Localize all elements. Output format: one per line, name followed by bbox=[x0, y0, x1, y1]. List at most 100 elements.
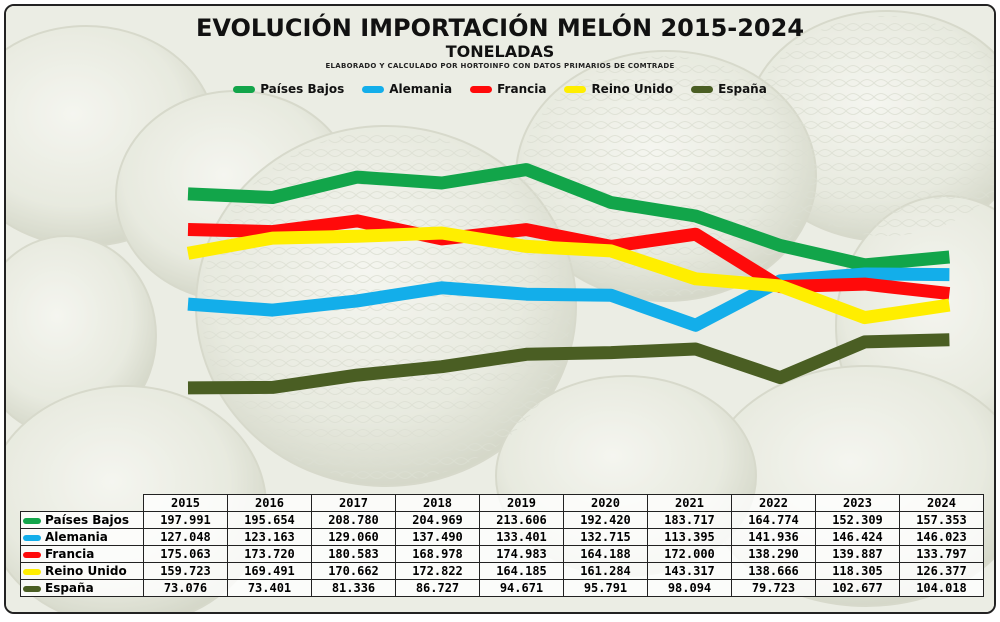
data-cell: 208.780 bbox=[311, 511, 396, 529]
data-cell: 172.000 bbox=[647, 545, 732, 563]
legend-item-reino-unido: Reino Unido bbox=[564, 82, 673, 96]
data-cell: 102.677 bbox=[815, 579, 900, 597]
legend-swatch bbox=[691, 85, 714, 93]
data-cell: 86.727 bbox=[395, 579, 480, 597]
year-header: 2021 bbox=[647, 494, 732, 512]
legend-label: Francia bbox=[497, 82, 547, 96]
row-label: Francia bbox=[20, 545, 144, 563]
data-table: 2015 2016 2017 2018 2019 2020 2021 2022 2023 2024… bbox=[20, 494, 984, 597]
table-corner bbox=[21, 495, 144, 512]
row-label-text: España bbox=[45, 581, 94, 595]
row-swatch bbox=[23, 551, 41, 558]
data-cell: 169.491 bbox=[227, 562, 312, 580]
data-cell: 133.797 bbox=[899, 545, 984, 563]
data-cell: 204.969 bbox=[395, 511, 480, 529]
data-cell: 164.774 bbox=[731, 511, 816, 529]
row-label-text: Alemania bbox=[45, 530, 108, 544]
year-header: 2019 bbox=[479, 494, 564, 512]
chart-source-note: ELABORADO Y CALCULADO POR HORTOINFO CON … bbox=[325, 62, 675, 70]
series-line-espana bbox=[187, 333, 950, 395]
chart-frame: EVOLUCIÓN IMPORTACIÓN MELÓN 2015-2024 TO… bbox=[4, 4, 996, 614]
data-cell: 164.188 bbox=[563, 545, 648, 563]
data-cell: 159.723 bbox=[143, 562, 228, 580]
data-cell: 73.076 bbox=[143, 579, 228, 597]
data-cell: 139.887 bbox=[815, 545, 900, 563]
data-cell: 146.424 bbox=[815, 528, 900, 546]
data-cell: 173.720 bbox=[227, 545, 312, 563]
year-header: 2017 bbox=[311, 494, 396, 512]
row-label-text: Francia bbox=[45, 547, 95, 561]
legend-swatch bbox=[470, 85, 493, 93]
data-cell: 118.305 bbox=[815, 562, 900, 580]
data-cell: 132.715 bbox=[563, 528, 648, 546]
data-cell: 197.991 bbox=[143, 511, 228, 529]
data-cell: 175.063 bbox=[143, 545, 228, 563]
table-header-row: 2015 2016 2017 2018 2019 2020 2021 2022 2023 2024 bbox=[21, 494, 984, 512]
data-cell: 157.353 bbox=[899, 511, 984, 529]
chart-subtitle: TONELADAS bbox=[445, 42, 555, 61]
row-swatch bbox=[23, 568, 41, 575]
table-row: Reino Unido 159.723 169.491 170.662 172.822 1… bbox=[20, 562, 984, 580]
data-cell: 152.309 bbox=[815, 511, 900, 529]
data-cell: 213.606 bbox=[479, 511, 564, 529]
row-swatch bbox=[23, 585, 41, 592]
legend-item-alemania: Alemania bbox=[362, 82, 452, 96]
data-cell: 143.317 bbox=[647, 562, 732, 580]
data-cell: 98.094 bbox=[647, 579, 732, 597]
data-cell: 79.723 bbox=[731, 579, 816, 597]
legend-label: Alemania bbox=[389, 82, 453, 96]
data-cell: 141.936 bbox=[731, 528, 816, 546]
row-label-text: Países Bajos bbox=[45, 513, 130, 527]
row-label: Reino Unido bbox=[20, 562, 144, 580]
data-cell: 129.060 bbox=[311, 528, 396, 546]
row-label: Países Bajos bbox=[20, 511, 144, 529]
chart-title: EVOLUCIÓN IMPORTACIÓN MELÓN 2015-2024 bbox=[195, 14, 805, 42]
data-cell: 183.717 bbox=[647, 511, 732, 529]
data-cell: 113.395 bbox=[647, 528, 732, 546]
data-cell: 195.654 bbox=[227, 511, 312, 529]
data-cell: 127.048 bbox=[143, 528, 228, 546]
legend-label: Países Bajos bbox=[260, 82, 345, 96]
legend-swatch bbox=[564, 85, 587, 93]
legend-label: Reino Unido bbox=[591, 82, 674, 96]
data-cell: 164.185 bbox=[479, 562, 564, 580]
year-header: 2023 bbox=[815, 494, 900, 512]
row-swatch bbox=[23, 517, 41, 524]
table-body: Países Bajos 197.991 195.654 208.780 204.969… bbox=[20, 511, 984, 597]
year-header: 2022 bbox=[731, 494, 816, 512]
legend-label: España bbox=[718, 82, 767, 96]
row-swatch bbox=[23, 534, 41, 541]
data-cell: 95.791 bbox=[563, 579, 648, 597]
table-row: Alemania 127.048 123.163 129.060 137.490 133.… bbox=[20, 528, 984, 546]
year-header: 2015 bbox=[143, 494, 228, 512]
data-cell: 133.401 bbox=[479, 528, 564, 546]
legend-item-espana: España bbox=[691, 82, 767, 96]
data-cell: 161.284 bbox=[563, 562, 648, 580]
data-cell: 73.401 bbox=[227, 579, 312, 597]
data-cell: 81.336 bbox=[311, 579, 396, 597]
data-cell: 192.420 bbox=[563, 511, 648, 529]
data-cell: 104.018 bbox=[899, 579, 984, 597]
data-cell: 126.377 bbox=[899, 562, 984, 580]
line-plot bbox=[186, 163, 951, 395]
data-cell: 94.671 bbox=[479, 579, 564, 597]
row-label: Alemania bbox=[20, 528, 144, 546]
data-cell: 138.290 bbox=[731, 545, 816, 563]
series-line-francia bbox=[187, 214, 951, 301]
legend-swatch bbox=[362, 85, 385, 93]
data-cell: 180.583 bbox=[311, 545, 396, 563]
year-header: 2016 bbox=[227, 494, 312, 512]
data-cell: 137.490 bbox=[395, 528, 480, 546]
data-cell: 170.662 bbox=[311, 562, 396, 580]
chart-legend: Países Bajos Alemania Francia Reino Unido Es… bbox=[6, 82, 994, 96]
year-header: 2018 bbox=[395, 494, 480, 512]
data-cell: 174.983 bbox=[479, 545, 564, 563]
legend-item-francia: Francia bbox=[470, 82, 546, 96]
data-cell: 168.978 bbox=[395, 545, 480, 563]
series-line-alemania bbox=[187, 267, 950, 332]
data-cell: 146.023 bbox=[899, 528, 984, 546]
row-label: España bbox=[20, 579, 144, 597]
data-cell: 172.822 bbox=[395, 562, 480, 580]
year-header: 2024 bbox=[899, 494, 984, 512]
row-label-text: Reino Unido bbox=[45, 564, 127, 578]
